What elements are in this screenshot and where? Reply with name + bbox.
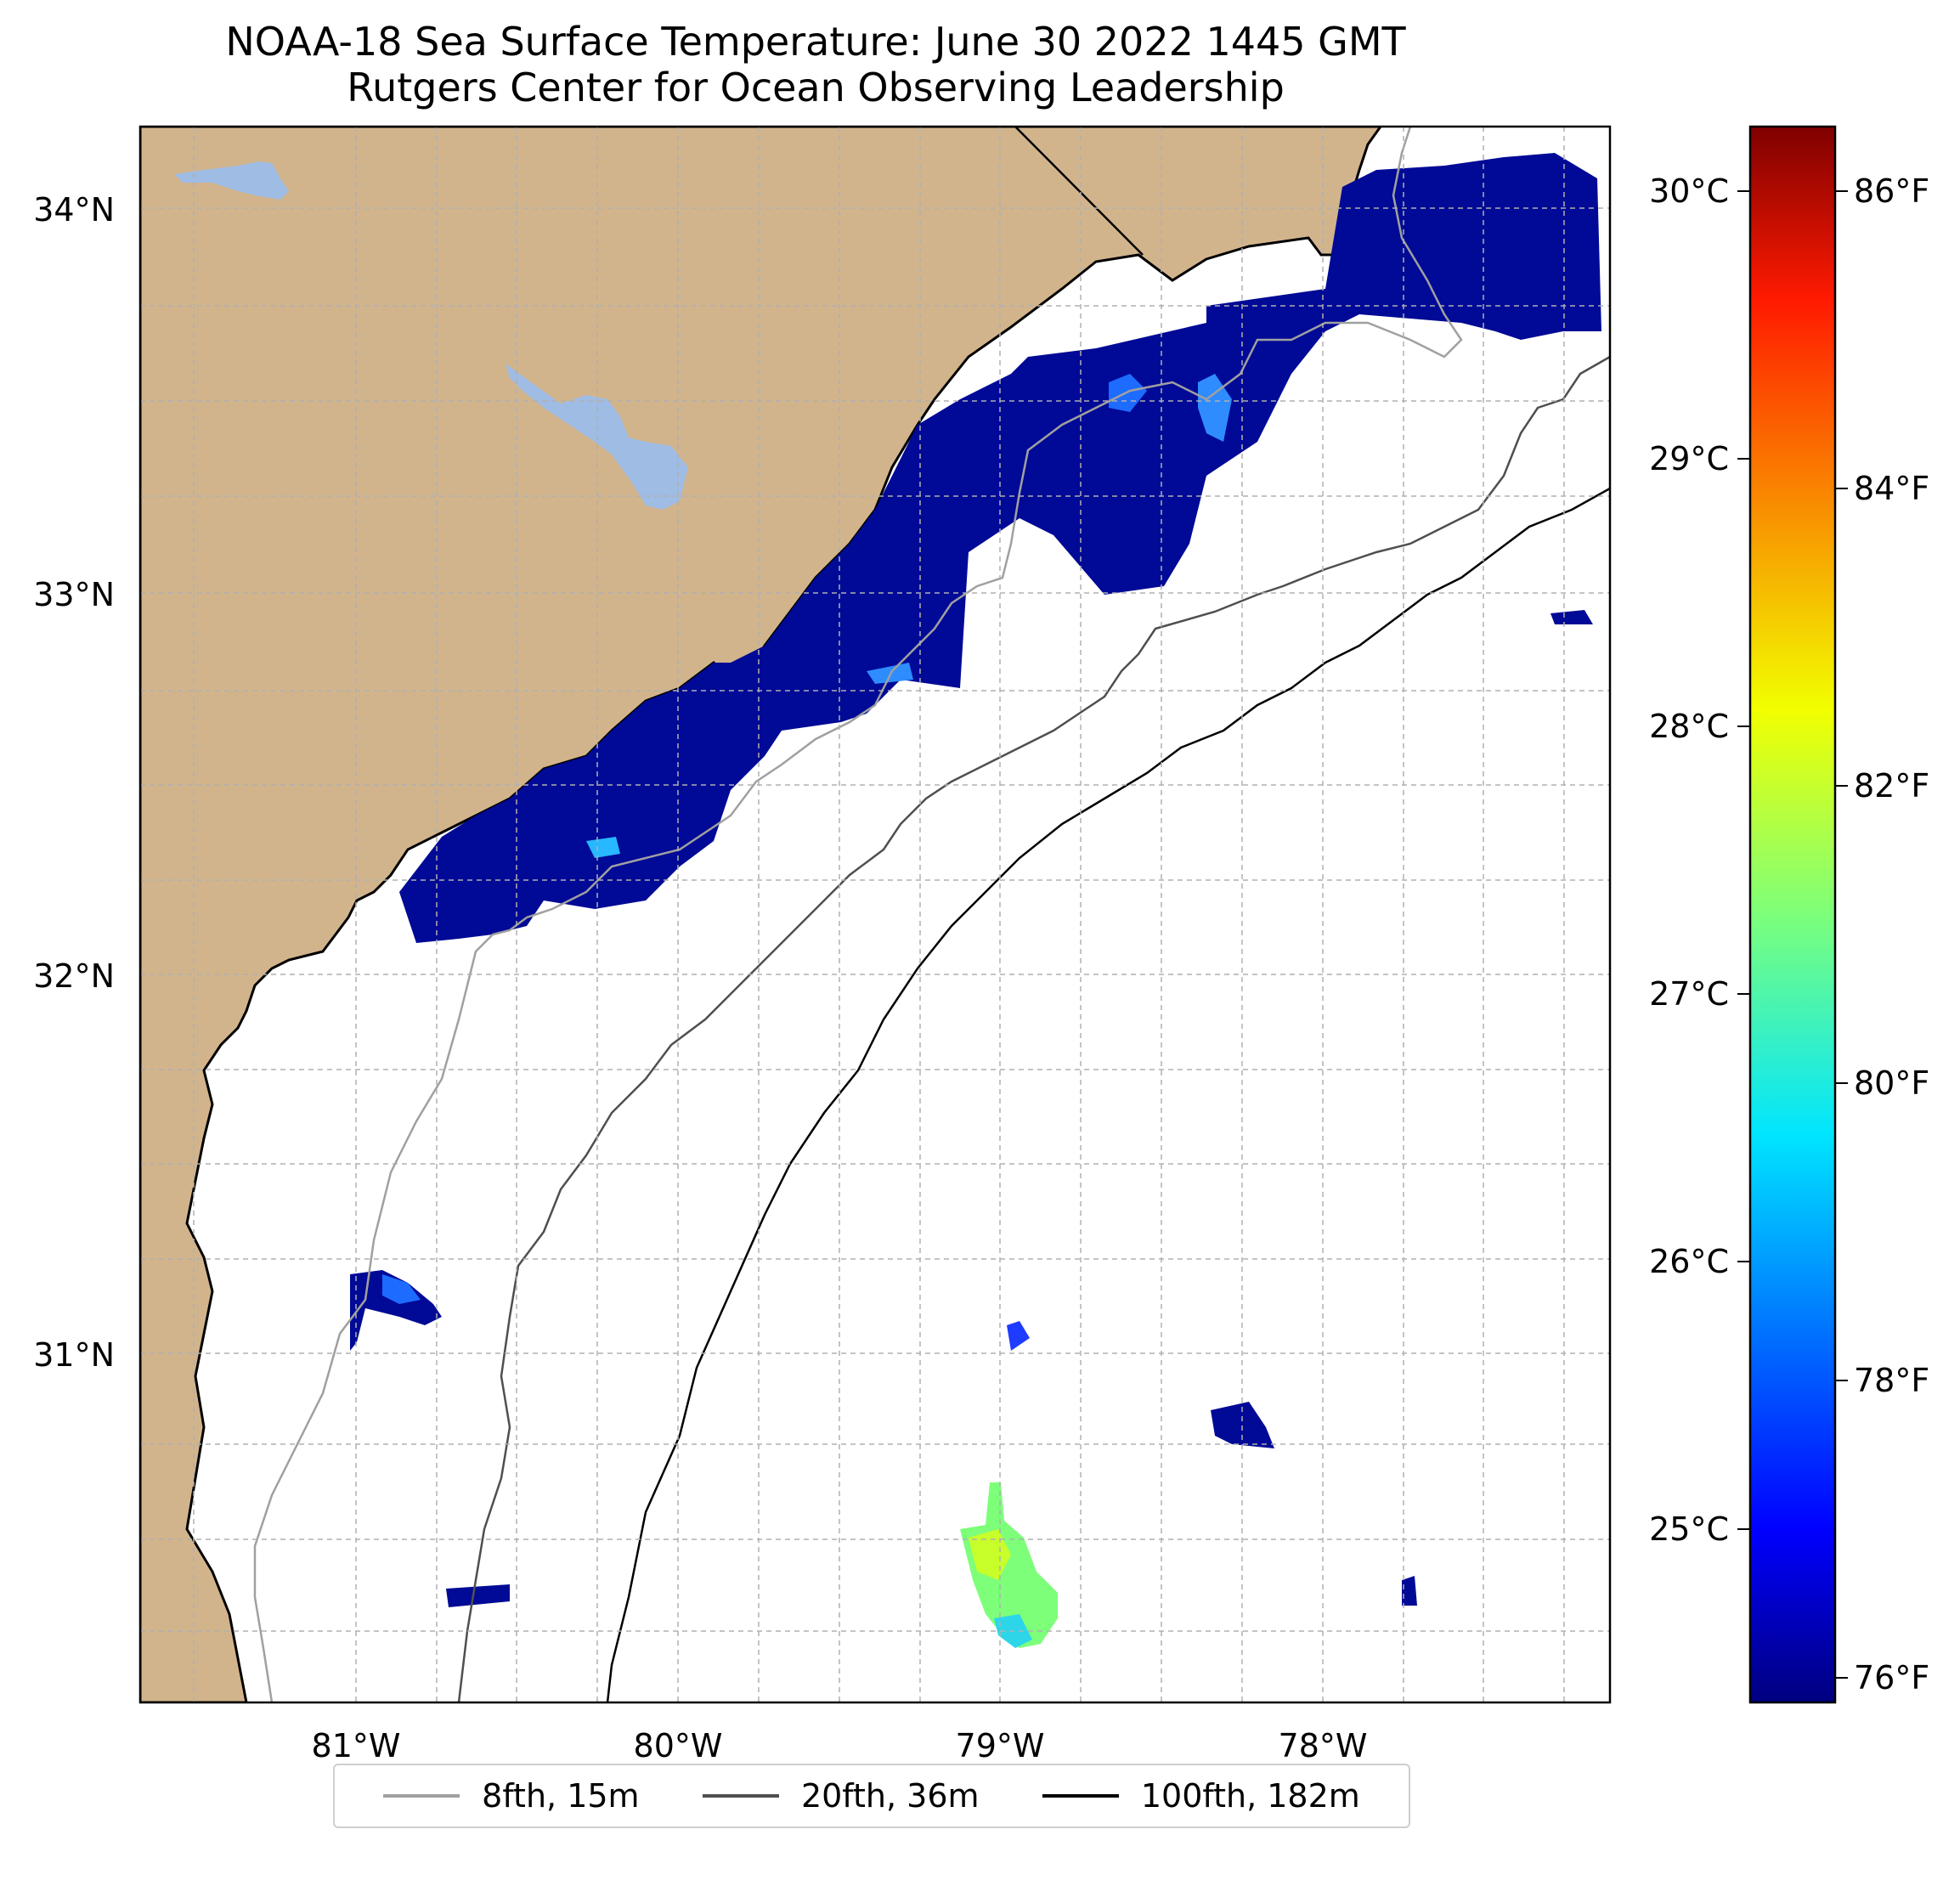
cbar-c-26: 26°C (1649, 1243, 1729, 1280)
cbar-c-30: 30°C (1649, 172, 1729, 210)
sst-patch-3 (1211, 1402, 1274, 1448)
sst-patch-1 (350, 1270, 442, 1351)
cbar-f-80: 80°F (1854, 1064, 1929, 1102)
colorbar (1748, 125, 1837, 1704)
sst-patch-5 (1550, 610, 1593, 624)
legend-label-8fth: 8fth, 15m (482, 1777, 640, 1815)
cbar-c-29: 29°C (1649, 440, 1729, 477)
cbar-c-25: 25°C (1649, 1510, 1729, 1548)
cbar-c-28: 28°C (1649, 708, 1729, 745)
sst-data (350, 153, 1601, 1648)
sst-patch-coastal (399, 153, 1601, 943)
cbar-f-76: 76°F (1854, 1659, 1929, 1697)
cbar-f-82: 82°F (1854, 767, 1929, 805)
title-line-2: Rutgers Center for Ocean Observing Leade… (347, 65, 1285, 110)
title-line-1: NOAA-18 Sea Surface Temperature: June 30… (225, 19, 1406, 65)
lat-label-34: 34°N (33, 191, 115, 229)
cbar-f-84: 84°F (1854, 470, 1929, 507)
lake-north (174, 161, 289, 200)
sst-warm-spot-2 (1198, 374, 1232, 442)
lon-label-80: 80°W (634, 1727, 723, 1764)
latitude-labels: 34°N 33°N 32°N 31°N (33, 191, 115, 1374)
legend-label-100fth: 100fth, 182m (1140, 1777, 1360, 1815)
lat-label-33: 33°N (33, 576, 115, 613)
cbar-f-78: 78°F (1854, 1362, 1929, 1399)
sst-patch-2 (446, 1584, 510, 1607)
contour-legend: 8fth, 15m 20fth, 36m 100fth, 182m (333, 1764, 1410, 1828)
lon-label-81: 81°W (312, 1727, 401, 1764)
sst-patch-6 (1402, 1576, 1417, 1606)
map-title: NOAA-18 Sea Surface Temperature: June 30… (136, 19, 1495, 110)
colorbar-celsius-labels: 30°C 29°C 28°C 27°C 26°C 25°C (1649, 172, 1750, 1548)
contour-8fth (253, 127, 1463, 1702)
grid-lines (140, 127, 1610, 1702)
colorbar-fahrenheit-labels: 86°F 84°F 82°F 80°F 78°F 76°F (1835, 172, 1929, 1697)
lat-label-31: 31°N (33, 1336, 115, 1374)
sst-warm-spot-4 (586, 837, 620, 858)
sst-patch-1-warm (382, 1274, 421, 1304)
lon-label-79: 79°W (956, 1727, 1045, 1764)
cbar-c-27: 27°C (1649, 975, 1729, 1013)
legend-item-8fth: 8fth, 15m (383, 1777, 640, 1815)
sst-patch-4 (1007, 1321, 1030, 1351)
contour-20fth (457, 355, 1610, 1702)
state-border (1014, 127, 1144, 256)
legend-label-20fth: 20fth, 36m (800, 1777, 980, 1815)
contour-100fth (606, 487, 1610, 1702)
lat-label-32: 32°N (33, 957, 115, 995)
cbar-f-86: 86°F (1854, 172, 1929, 210)
legend-line-8fth (383, 1794, 460, 1798)
map-frame (138, 125, 1612, 1704)
legend-item-20fth: 20fth, 36m (702, 1777, 980, 1815)
legend-line-100fth (1042, 1794, 1119, 1798)
lon-label-78: 78°W (1279, 1727, 1368, 1764)
longitude-labels: 81°W 80°W 79°W 78°W (312, 1727, 1368, 1764)
legend-item-100fth: 100fth, 182m (1042, 1777, 1360, 1815)
sst-warm-plume (960, 1482, 1058, 1648)
legend-line-20fth (702, 1794, 779, 1798)
map-area (140, 127, 1610, 1702)
